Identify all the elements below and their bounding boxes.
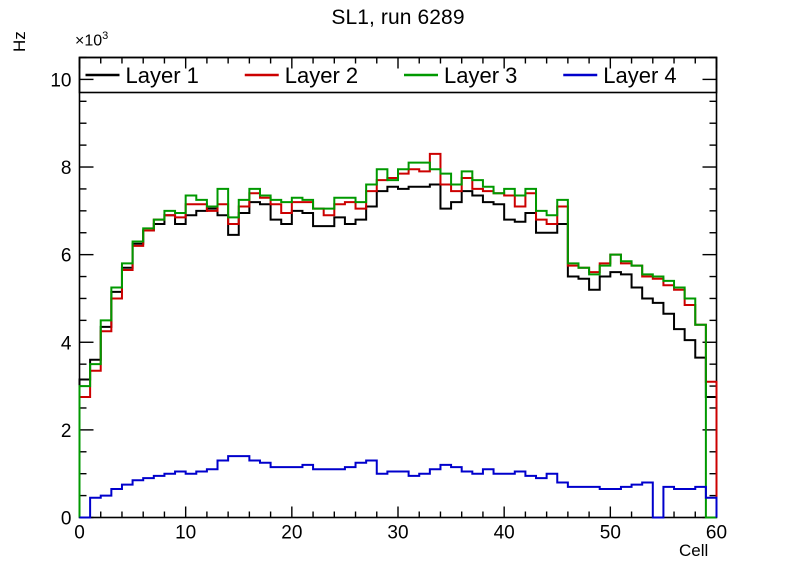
x-tick-label: 60 [706, 523, 727, 544]
chart-legend: Layer 1 Layer 2 Layer 3 Layer 4 [78, 56, 718, 94]
x-tick-label: 0 [74, 523, 85, 544]
x-tick-label: 50 [600, 523, 621, 544]
x-tick-label: 20 [281, 523, 302, 544]
series-line-layer-2 [78, 152, 718, 518]
legend-label-layer-4: Layer 4 [603, 63, 676, 88]
data-series-group [78, 152, 718, 519]
series-line-layer-3 [78, 161, 717, 519]
x-tick-label: 40 [494, 523, 515, 544]
y-tick-label: 4 [61, 333, 72, 354]
y-tick-label: 0 [61, 509, 72, 530]
y-tick-label: 8 [61, 158, 72, 179]
legend-label-layer-2: Layer 2 [285, 63, 358, 88]
y-tick-label: 6 [61, 246, 72, 267]
x-tick-label: 10 [175, 523, 196, 544]
y-axis-title: Hz [10, 31, 29, 52]
x-axis-title: Cell [679, 541, 709, 560]
x-tick-label: 30 [387, 523, 408, 544]
legend-box [78, 56, 718, 94]
plot-frame [78, 56, 718, 519]
series-line-layer-4 [79, 455, 718, 519]
chart-title: SL1, run 6289 [331, 6, 465, 29]
y-axis-exponent-label: ×103 [75, 30, 108, 50]
axis-tick-labels: 0 10 20 30 40 50 60 0 2 4 6 8 10 [50, 70, 727, 543]
series-line-layer-1 [78, 183, 718, 518]
y-axis-exponent-power: 3 [102, 30, 109, 42]
axis-ticks [78, 56, 718, 519]
plot-frame-rect [78, 56, 718, 519]
y-tick-label: 10 [50, 70, 71, 91]
legend-label-layer-3: Layer 3 [444, 63, 517, 88]
y-axis-exponent-prefix: ×10 [75, 32, 103, 50]
y-tick-label: 2 [61, 421, 72, 442]
legend-label-layer-1: Layer 1 [126, 63, 199, 88]
